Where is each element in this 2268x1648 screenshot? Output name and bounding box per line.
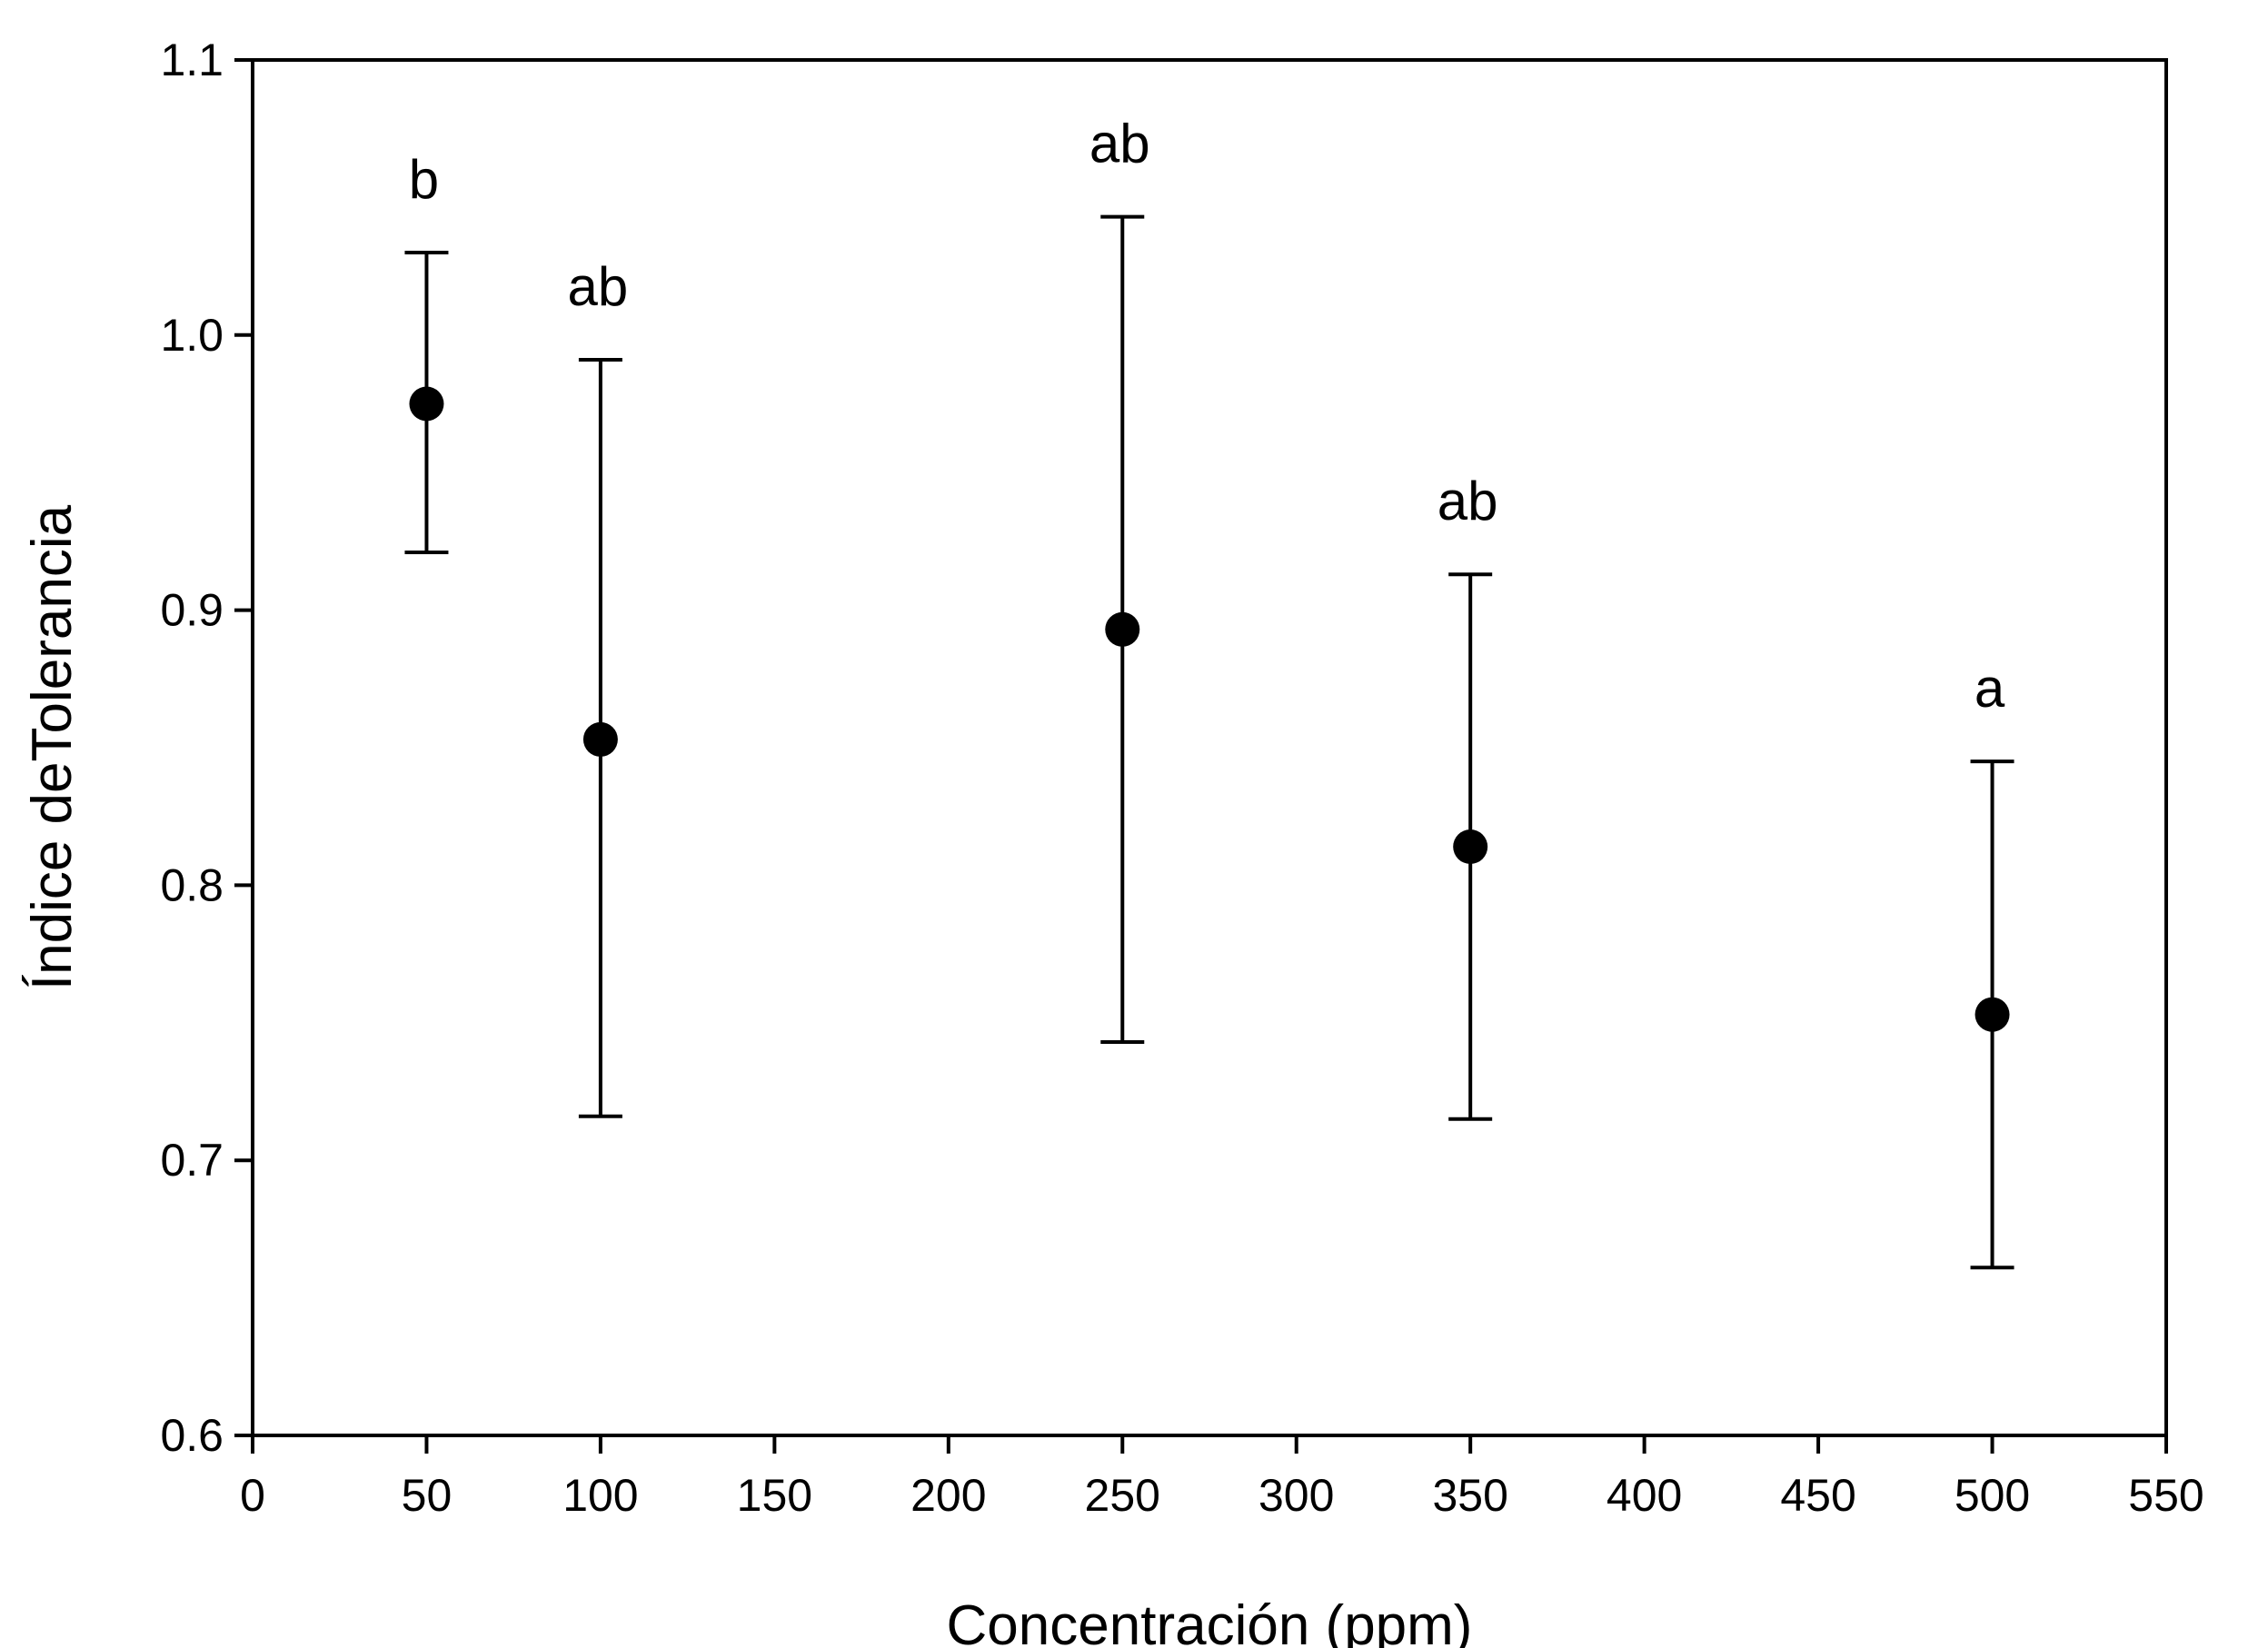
data-point — [582, 721, 618, 757]
x-tick-label: 300 — [1258, 1470, 1334, 1521]
y-tick-label: 0.7 — [160, 1135, 224, 1186]
significance-label: ab — [1437, 471, 1498, 531]
significance-label: a — [1975, 658, 2005, 719]
significance-label: b — [409, 149, 439, 210]
significance-label: ab — [1089, 114, 1150, 174]
x-tick-label: 400 — [1606, 1470, 1682, 1521]
x-tick-label: 350 — [1432, 1470, 1507, 1521]
y-tick-label: 0.6 — [160, 1410, 224, 1461]
y-tick-label: 0.8 — [160, 859, 224, 910]
x-tick-label: 50 — [402, 1470, 453, 1521]
x-tick-label: 450 — [1780, 1470, 1855, 1521]
data-point — [409, 386, 444, 422]
data-point — [1975, 997, 2010, 1032]
x-tick-label: 500 — [1955, 1470, 2030, 1521]
data-point — [1105, 611, 1140, 647]
axes: 0 50 100 150 200 250 300 350 400 450 500 550 0.6 0.7 0… — [160, 35, 2203, 1521]
x-tick-label: 550 — [2128, 1470, 2203, 1521]
plot-frame — [251, 58, 2168, 1437]
y-tick-label: 0.9 — [160, 585, 224, 636]
x-tick-label: 250 — [1085, 1470, 1160, 1521]
data-point — [1453, 829, 1488, 865]
x-tick-label: 200 — [910, 1470, 986, 1521]
x-tick-label: 0 — [240, 1470, 265, 1521]
x-tick-label: 100 — [562, 1470, 638, 1521]
x-tick-label: 150 — [737, 1470, 812, 1521]
y-tick-label: 1.0 — [160, 310, 224, 361]
significance-label: ab — [568, 256, 629, 317]
y-tick-label: 1.1 — [160, 35, 224, 85]
x-axis-label: Concentración (ppm) — [947, 1594, 1473, 1648]
data-marks: b ab ab ab a — [404, 114, 2014, 1270]
y-axis-label: Índice deTolerancia — [21, 504, 84, 990]
